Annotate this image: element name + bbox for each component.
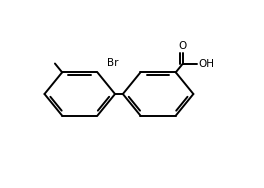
Text: O: O: [179, 42, 187, 52]
Text: OH: OH: [199, 58, 215, 68]
Text: Br: Br: [107, 58, 118, 68]
